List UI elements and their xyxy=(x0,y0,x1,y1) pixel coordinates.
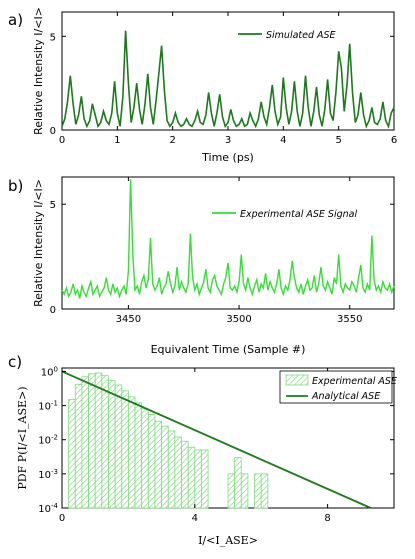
panel-a-xtick-label: 4 xyxy=(280,135,286,146)
panel-b-xtick-label: 3450 xyxy=(116,314,141,325)
panel-c-xtick-label: 4 xyxy=(192,513,198,524)
panel-c: c) 0 4 8 10-4 10-3 10-2 10-1 100 Experimental A… xyxy=(8,353,397,547)
panel-c-ylabel: PDF P(I/<I_ASE>) xyxy=(16,386,29,489)
panel-b-xtick-label: 3500 xyxy=(226,314,251,325)
panel-a-xtick-label: 0 xyxy=(59,135,65,146)
histogram-bar xyxy=(174,436,182,509)
panel-b-ylabel: Relative Intensity I/<I> xyxy=(32,179,45,307)
histogram-bar xyxy=(81,376,89,509)
histogram-bar xyxy=(201,449,209,509)
panel-a-xtick-label: 6 xyxy=(391,135,397,146)
legend-swatch-experimental-ase xyxy=(285,374,309,386)
histogram-bar xyxy=(227,473,236,509)
histogram-bar xyxy=(114,384,123,509)
panel-a-xtick-label: 3 xyxy=(225,135,231,146)
panel-c-ytick-label: 10-4 xyxy=(38,502,58,515)
panel-b-letter: b) xyxy=(8,177,23,195)
panel-c-xlabel: I/<I_ASE> xyxy=(198,534,258,547)
histogram-bar xyxy=(94,372,103,509)
panel-b-legend: Experimental ASE Signal xyxy=(212,209,357,220)
panel-a-xlabel: Time (ps) xyxy=(201,151,254,164)
histogram-bar xyxy=(141,408,149,509)
histogram-bar xyxy=(194,449,202,509)
panel-b-frame xyxy=(61,176,395,310)
panel-a-ticks: 0 1 2 3 4 5 6 0 5 xyxy=(50,12,397,146)
histogram-bar xyxy=(147,414,156,509)
panel-c-legend: Experimental ASE Analytical ASE xyxy=(279,370,397,404)
legend-label-simulated-ase: Simulated ASE xyxy=(266,30,336,41)
panel-c-xtick-label: 8 xyxy=(324,513,330,524)
histogram-bar xyxy=(68,399,76,509)
histogram-bar xyxy=(161,425,169,509)
histogram-bar xyxy=(127,396,136,509)
panel-b-experimental-ase-line xyxy=(61,179,395,299)
histogram-bar xyxy=(234,457,242,509)
histogram-bar xyxy=(88,373,96,509)
panel-a-ytick-label: 0 xyxy=(50,126,56,137)
panel-c-ytick-label: 10-1 xyxy=(38,400,58,413)
legend-label-analytical-ase: Analytical ASE xyxy=(311,391,380,402)
histogram-bar xyxy=(74,383,83,509)
panel-b-ytick-label: 5 xyxy=(50,200,56,211)
panel-c-analytical-ase-line xyxy=(61,370,372,509)
panel-a-ylabel: Relative Intensity I/<I> xyxy=(32,7,45,135)
histogram-bar xyxy=(167,430,176,509)
histogram-bar xyxy=(108,379,116,509)
panel-c-ytick-label: 100 xyxy=(41,365,58,378)
legend-label-experimental-ase: Experimental ASE xyxy=(312,376,397,387)
panel-c-histogram-bars xyxy=(68,372,269,509)
histogram-bar xyxy=(187,446,196,509)
histogram-bar xyxy=(121,390,129,509)
panel-a-ytick-label: 5 xyxy=(50,32,56,43)
panel-c-ytick-label: 10-3 xyxy=(38,468,58,481)
histogram-bar xyxy=(240,473,249,509)
legend-label-experimental-ase-signal: Experimental ASE Signal xyxy=(240,209,357,220)
panel-a: a) 0 1 2 3 4 5 6 0 5 Simulated ASE Relative Inte… xyxy=(8,7,397,164)
panel-b: b) 3450 3500 3550 0 5 Experimental ASE Signa… xyxy=(8,176,395,356)
panel-a-simulated-ase-line xyxy=(61,30,395,129)
histogram-bar xyxy=(254,473,262,509)
histogram-bar xyxy=(101,375,109,509)
histogram-bar xyxy=(181,440,189,509)
panel-a-xtick-label: 2 xyxy=(169,135,175,146)
panel-a-xtick-label: 5 xyxy=(335,135,341,146)
panel-a-legend: Simulated ASE xyxy=(238,30,336,41)
panel-c-letter: c) xyxy=(8,353,22,371)
panel-b-ytick-label: 0 xyxy=(50,305,56,316)
panel-a-letter: a) xyxy=(8,11,23,29)
panel-c-ytick-label: 10-2 xyxy=(38,434,58,447)
panel-b-xlabel: Equivalent Time (Sample #) xyxy=(151,343,306,356)
histogram-bar xyxy=(154,420,163,509)
panel-b-ticks: 3450 3500 3550 0 5 xyxy=(50,177,394,325)
panel-c-ticks: 0 4 8 10-4 10-3 10-2 10-1 100 xyxy=(38,365,394,524)
panel-b-xtick-label: 3550 xyxy=(337,314,362,325)
panel-a-xtick-label: 1 xyxy=(114,135,120,146)
histogram-bar xyxy=(260,473,269,509)
panel-c-xtick-label: 0 xyxy=(59,513,65,524)
histogram-bar xyxy=(134,402,143,509)
